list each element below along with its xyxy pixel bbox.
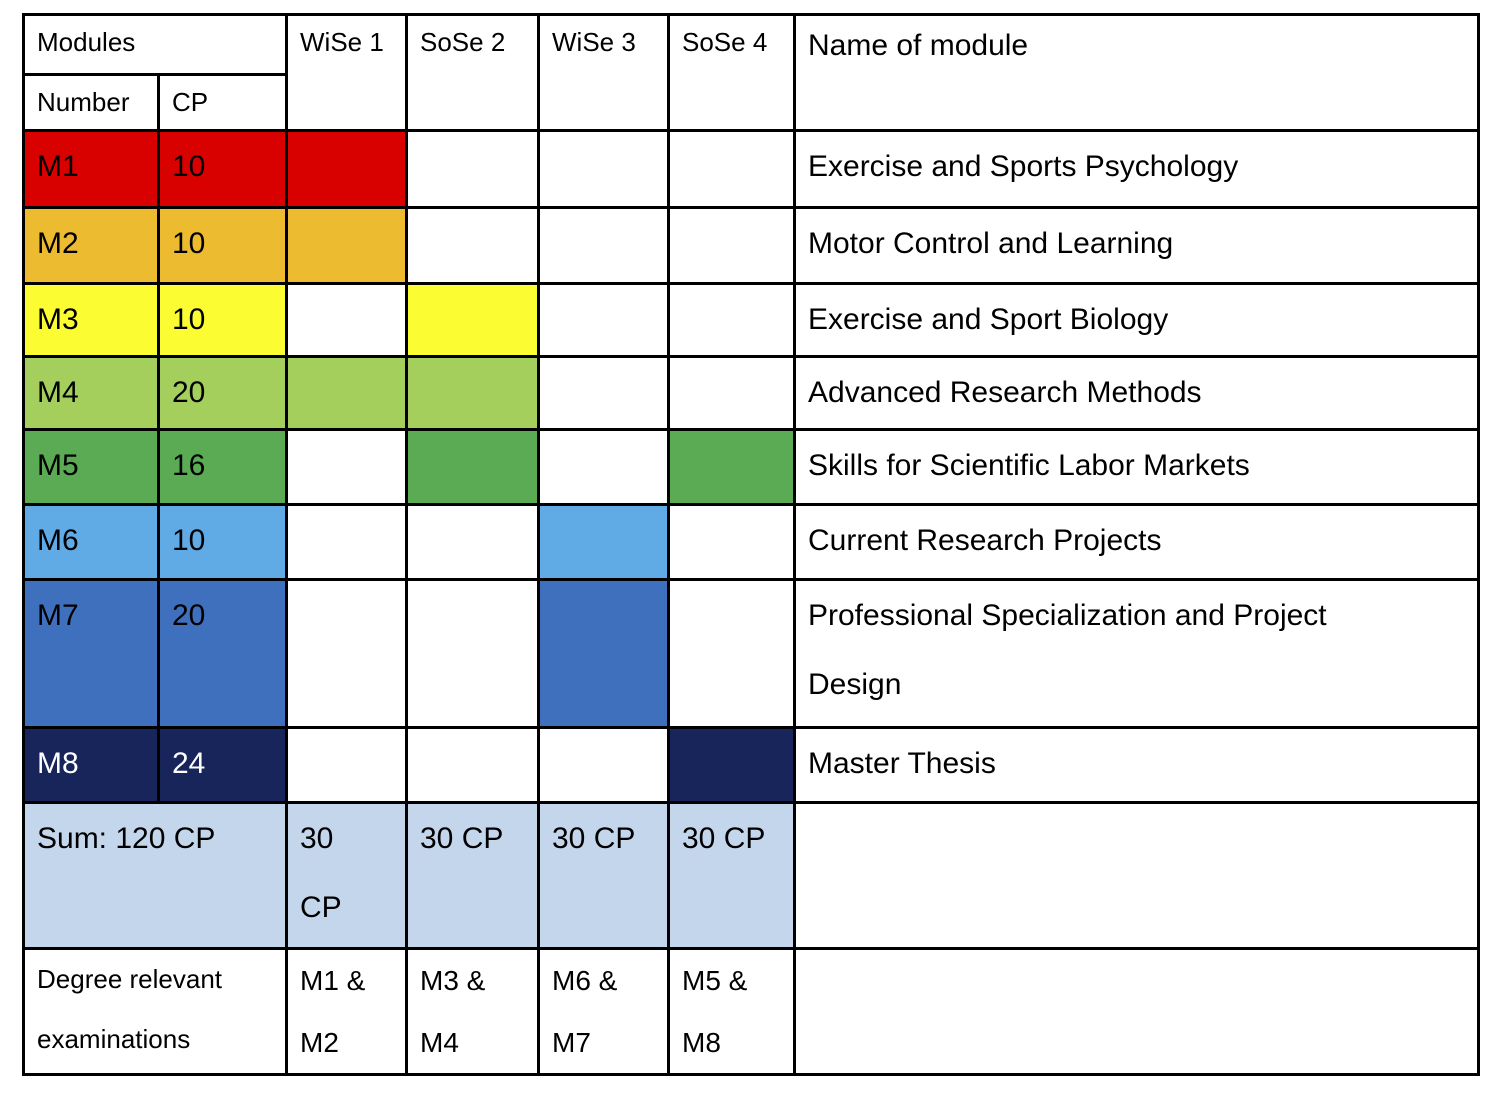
m5-name-cell: Skills for Scientific Labor Markets <box>793 428 1480 507</box>
exam-name-cell <box>793 947 1480 1077</box>
sum-wise3-cell: 30 CP <box>537 801 670 951</box>
m8-number-cell: M8 <box>22 726 160 805</box>
m3-number-cell: M3 <box>22 282 160 359</box>
semester-header-wise3: WiSe 3 <box>537 12 670 133</box>
m8-wise3-cell <box>537 726 670 805</box>
module-row-m2: M2 10 Motor Control and Learning <box>22 206 1480 286</box>
semester-header-sose2: SoSe 2 <box>405 12 540 133</box>
modules-header-cell: Modules <box>22 13 288 76</box>
module-row-m5: M5 16 Skills for Scientific Labor Market… <box>22 428 1480 507</box>
examinations-label-cell: Degree relevant examinations <box>22 947 288 1077</box>
name-of-module-header: Name of module <box>793 12 1480 133</box>
m2-name-cell: Motor Control and Learning <box>793 206 1480 286</box>
m7-cp-cell: 20 <box>157 578 288 730</box>
sum-sose2-cell: 30 CP <box>405 801 540 951</box>
sum-wise1-cell: 30 CP <box>285 801 408 951</box>
m3-cp-cell: 10 <box>157 282 288 359</box>
cp-header-cell: CP <box>157 72 288 133</box>
number-header-cell: Number <box>22 72 160 133</box>
sum-sose4-cell: 30 CP <box>667 801 796 951</box>
module-row-m7: M7 20 Professional Specialization and Pr… <box>22 578 1480 730</box>
m7-wise1-cell <box>285 578 408 730</box>
m1-wise1-fill-cell <box>285 129 408 210</box>
m4-sose2-fill-cell <box>405 355 540 432</box>
examinations-row: Degree relevant examinations M1 & M2 M3 … <box>22 947 1480 1077</box>
module-row-m8: M8 24 Master Thesis <box>22 726 1480 805</box>
module-row-m6: M6 10 Current Research Projects <box>22 503 1480 582</box>
m6-number-cell: M6 <box>22 503 160 582</box>
m7-number-cell: M7 <box>22 578 160 730</box>
m3-sose4-cell <box>667 282 796 359</box>
m4-cp-cell: 20 <box>157 355 288 432</box>
m7-name-cell: Professional Specialization and Project … <box>793 578 1480 730</box>
m1-wise3-cell <box>537 129 670 210</box>
m8-name-cell: Master Thesis <box>793 726 1480 805</box>
m2-sose2-cell <box>405 206 540 286</box>
m8-wise1-cell <box>285 726 408 805</box>
m5-cp-cell: 16 <box>157 428 288 507</box>
exam-wise1-cell: M1 & M2 <box>285 947 408 1077</box>
study-plan-table: Modules WiSe 1 SoSe 2 WiSe 3 SoSe 4 Name… <box>22 12 1480 1077</box>
m1-cp-cell: 10 <box>157 129 288 210</box>
module-row-m1: M1 10 Exercise and Sports Psychology <box>22 129 1480 210</box>
m4-wise1-fill-cell <box>285 355 408 432</box>
header-row-2: Number CP <box>22 72 1479 133</box>
m3-name-cell: Exercise and Sport Biology <box>793 282 1480 359</box>
m6-sose4-cell <box>667 503 796 582</box>
m4-wise3-cell <box>537 355 670 432</box>
m7-wise3-fill-cell <box>537 578 670 730</box>
semester-header-wise1: WiSe 1 <box>285 12 408 133</box>
semester-header-sose4: SoSe 4 <box>667 12 796 133</box>
m5-wise3-cell <box>537 428 670 507</box>
m7-sose4-cell <box>667 578 796 730</box>
m4-name-cell: Advanced Research Methods <box>793 355 1480 432</box>
header-row-1: Modules WiSe 1 SoSe 2 WiSe 3 SoSe 4 Name… <box>22 12 1480 133</box>
m6-wise1-cell <box>285 503 408 582</box>
m5-number-cell: M5 <box>22 428 160 507</box>
m6-name-cell: Current Research Projects <box>793 503 1480 582</box>
m6-wise3-fill-cell <box>537 503 670 582</box>
m4-number-cell: M4 <box>22 355 160 432</box>
m3-wise3-cell <box>537 282 670 359</box>
exam-sose4-cell: M5 & M8 <box>667 947 796 1077</box>
m6-sose2-cell <box>405 503 540 582</box>
m2-number-cell: M2 <box>22 206 160 286</box>
m1-sose2-cell <box>405 129 540 210</box>
m7-sose2-cell <box>405 578 540 730</box>
m5-wise1-cell <box>285 428 408 507</box>
m2-wise1-fill-cell <box>285 206 408 286</box>
module-row-m4: M4 20 Advanced Research Methods <box>22 355 1480 432</box>
m6-cp-cell: 10 <box>157 503 288 582</box>
sum-row: Sum: 120 CP 30 CP 30 CP 30 CP 30 CP <box>22 801 1480 951</box>
m3-sose2-fill-cell <box>405 282 540 359</box>
m4-sose4-cell <box>667 355 796 432</box>
exam-sose2-cell: M3 & M4 <box>405 947 540 1077</box>
m1-name-cell: Exercise and Sports Psychology <box>793 129 1480 210</box>
m1-number-cell: M1 <box>22 129 160 210</box>
module-row-m3: M3 10 Exercise and Sport Biology <box>22 282 1480 359</box>
m2-wise3-cell <box>537 206 670 286</box>
m2-cp-cell: 10 <box>157 206 288 286</box>
m5-sose2-fill-cell <box>405 428 540 507</box>
m8-cp-cell: 24 <box>157 726 288 805</box>
sum-name-cell <box>793 801 1480 951</box>
m8-sose4-fill-cell <box>667 726 796 805</box>
m8-sose2-cell <box>405 726 540 805</box>
m5-sose4-fill-cell <box>667 428 796 507</box>
m2-sose4-cell <box>667 206 796 286</box>
m1-sose4-cell <box>667 129 796 210</box>
sum-total-cell: Sum: 120 CP <box>22 801 288 951</box>
m3-wise1-cell <box>285 282 408 359</box>
exam-wise3-cell: M6 & M7 <box>537 947 670 1077</box>
